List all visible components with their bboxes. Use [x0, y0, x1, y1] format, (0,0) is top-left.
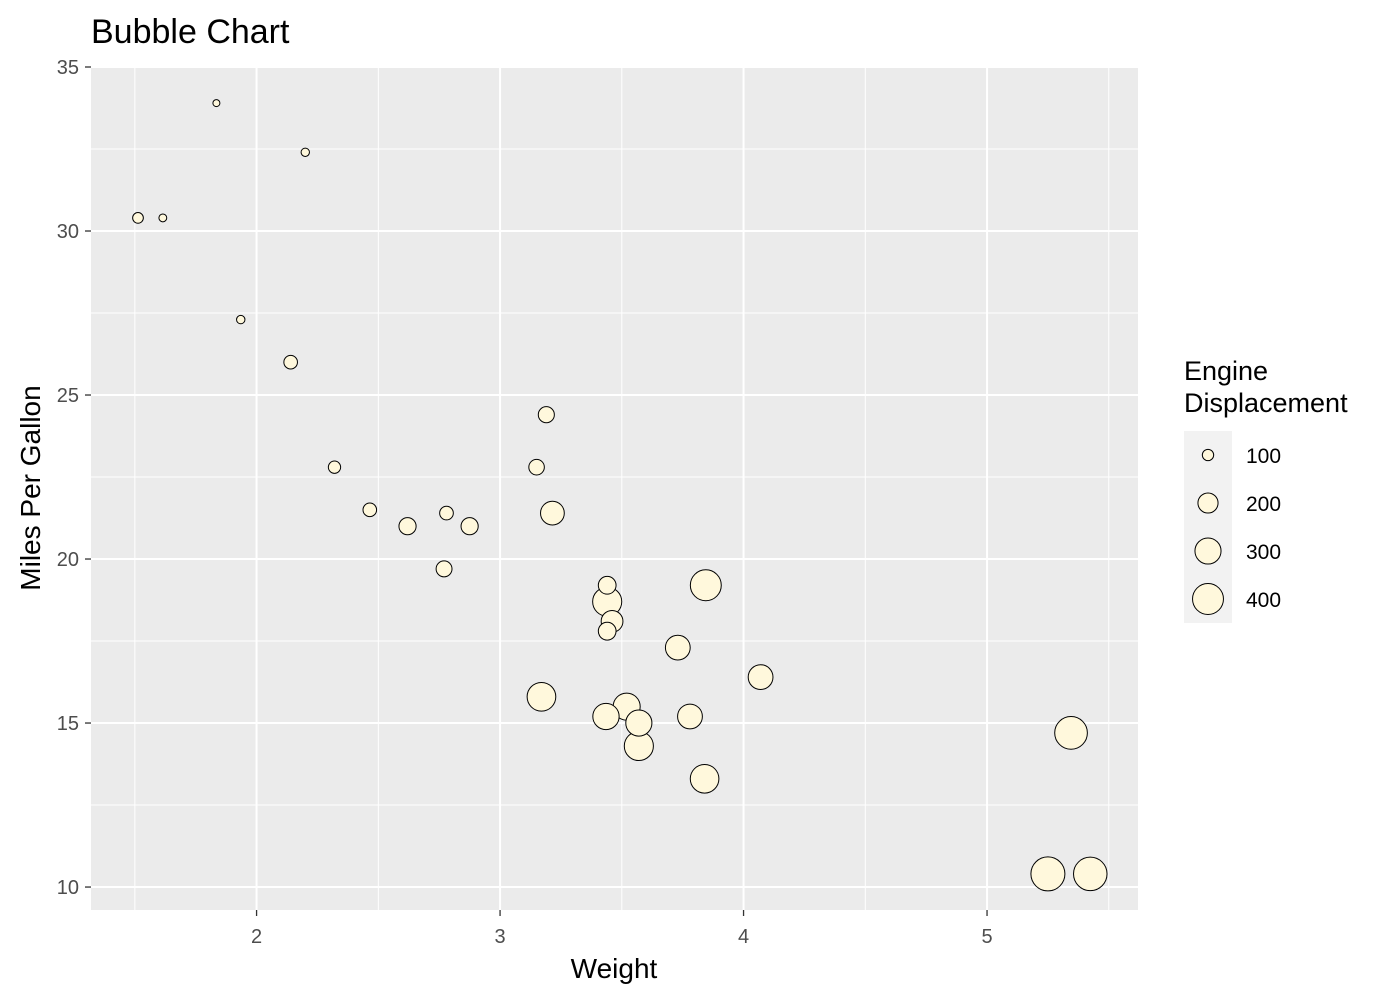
bubble-point	[528, 458, 545, 476]
y-tick-label: 35	[57, 57, 79, 79]
bubble-point	[398, 517, 417, 536]
bubble-point	[592, 702, 620, 731]
legend: Engine Displacement 100 200 300 400	[1184, 356, 1348, 623]
bubble-point	[327, 460, 342, 474]
bubble-point	[540, 500, 565, 526]
bubble-point	[283, 354, 298, 370]
legend-key-circle	[1201, 448, 1215, 462]
bubble-point	[597, 621, 617, 641]
y-tick-label: 10	[57, 877, 79, 899]
x-tick-label: 3	[494, 926, 505, 948]
y-axis-title: Miles Per Gallon	[15, 385, 46, 590]
major-gridlines	[91, 66, 1138, 910]
legend-keys: 100 200 300 400	[1184, 431, 1281, 623]
bubble-point	[597, 575, 617, 595]
bubble-point	[689, 569, 722, 602]
x-axis: 2 3 4 5	[251, 910, 993, 948]
bubble-point	[460, 517, 479, 536]
legend-key-label: 100	[1246, 445, 1281, 468]
bubble-point	[300, 147, 310, 157]
bubble-point	[689, 763, 720, 794]
legend-key-circle	[1194, 537, 1222, 565]
y-tick-label: 25	[57, 385, 79, 407]
legend-key-label: 300	[1246, 541, 1281, 564]
bubble-point	[1073, 856, 1108, 892]
plot-panel	[91, 67, 1138, 910]
bubble-point	[439, 505, 454, 521]
bubble-point	[747, 664, 774, 691]
y-tick-label: 30	[57, 221, 79, 243]
y-tick-label: 20	[57, 549, 79, 571]
bubble-point	[158, 213, 168, 223]
chart-title: Bubble Chart	[91, 13, 290, 51]
legend-title-line-1: Engine	[1184, 356, 1268, 386]
bubble-point	[664, 634, 691, 661]
x-tick-label: 5	[981, 926, 992, 948]
bubble-point	[362, 502, 378, 518]
bubble-point	[236, 314, 246, 325]
x-tick-label: 2	[251, 926, 262, 948]
x-axis-title: Weight	[571, 953, 658, 984]
bubble-point	[1054, 716, 1088, 750]
bubble-point	[212, 99, 221, 108]
bubble-point	[132, 212, 144, 224]
y-tick-label: 15	[57, 713, 79, 735]
legend-key-circle	[1197, 492, 1219, 514]
legend-key-circle	[1192, 583, 1224, 615]
bubble-point	[625, 709, 653, 737]
bubble-point	[435, 560, 453, 578]
bubble-point	[537, 406, 555, 424]
bubble-point	[677, 703, 703, 730]
minor-gridlines	[91, 67, 1138, 910]
y-axis: 10 15 20 25 30 35	[57, 57, 91, 899]
x-tick-label: 4	[738, 926, 749, 948]
bubble-point	[1030, 856, 1066, 892]
bubble-layer	[132, 99, 1108, 892]
legend-key-label: 200	[1246, 493, 1281, 516]
legend-key-label: 400	[1246, 589, 1281, 612]
legend-title-line-2: Displacement	[1184, 388, 1348, 418]
bubble-point	[526, 681, 557, 712]
